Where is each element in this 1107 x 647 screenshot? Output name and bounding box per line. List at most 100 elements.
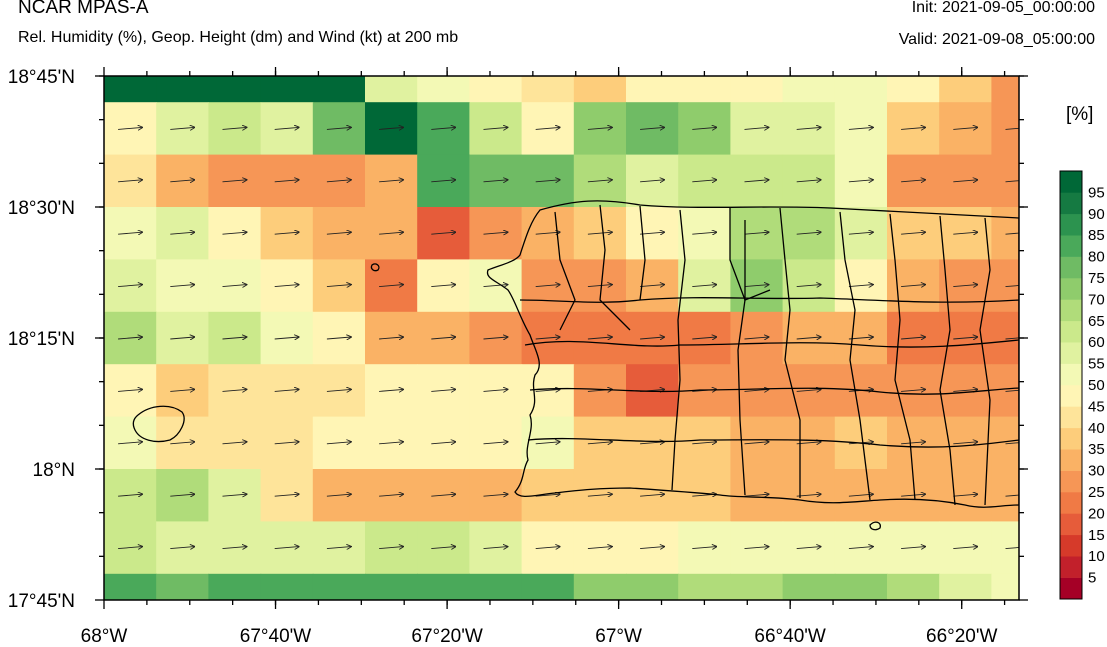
- wind-arrow: [1005, 285, 1019, 288]
- wind-arrow: [640, 285, 664, 287]
- wind-arrow: [953, 180, 977, 182]
- wind-arrow: [431, 180, 455, 182]
- colorbar-swatch: [1060, 235, 1082, 257]
- humidity-cell: [156, 76, 209, 103]
- wind-arrow: [535, 127, 560, 129]
- humidity-cell: [104, 573, 157, 600]
- y-tick-label: 18°45'N: [8, 67, 75, 88]
- wind-arrow: [692, 180, 716, 182]
- colorbar-label: 90: [1088, 206, 1105, 223]
- humidity-cell: [834, 76, 888, 103]
- colorbar-label: 40: [1088, 420, 1105, 437]
- colorbar-swatch: [1060, 470, 1082, 493]
- colorbar-swatch: [1060, 320, 1082, 343]
- wind-arrow: [222, 442, 247, 444]
- wind-arrow: [170, 494, 194, 496]
- wind-arrow: [326, 232, 351, 234]
- wind-arrow: [796, 337, 821, 339]
- wind-arrow: [483, 442, 508, 444]
- wind-arrow: [379, 180, 403, 182]
- wind-arrow: [1005, 180, 1019, 183]
- wind-arrow: [640, 547, 664, 549]
- wind-arrow: [170, 285, 194, 287]
- wind-arrow: [379, 337, 403, 339]
- colorbar-swatch: [1060, 256, 1082, 279]
- wind-arrow: [274, 285, 299, 287]
- x-tick-label: 66°40'W: [754, 626, 825, 647]
- wind-arrow: [431, 442, 455, 444]
- wind-arrow: [222, 389, 247, 391]
- wind-arrow: [744, 494, 769, 496]
- wind-arrow: [274, 389, 299, 391]
- colorbar-label: 60: [1088, 334, 1105, 351]
- x-tick-label: 67°W: [595, 626, 642, 647]
- wind-arrow: [587, 232, 612, 234]
- wind-arrow: [431, 337, 455, 339]
- wind-arrow: [901, 232, 925, 234]
- wind-arrow: [274, 547, 299, 549]
- wind-arrow: [326, 180, 351, 182]
- colorbar-label: 10: [1088, 548, 1105, 565]
- x-tick-label: 67°20'W: [411, 626, 482, 647]
- colorbar-swatch: [1060, 278, 1082, 300]
- humidity-cell: [678, 76, 731, 103]
- wind-arrow: [483, 337, 508, 339]
- wind-arrow: [587, 337, 612, 339]
- wind-arrow: [796, 180, 821, 182]
- wind-arrow: [274, 127, 299, 129]
- wind-arrow: [379, 547, 403, 549]
- wind-arrow: [901, 442, 925, 444]
- wind-arrow: [326, 337, 351, 339]
- humidity-cell: [365, 76, 418, 103]
- wind-arrow: [1005, 547, 1019, 550]
- wind-arrow: [744, 442, 769, 444]
- wind-arrow: [640, 337, 664, 339]
- humidity-cell: [782, 76, 836, 103]
- humidity-cell: [417, 573, 470, 600]
- humidity-cell: [626, 573, 679, 600]
- colorbar-frame: [1059, 170, 1083, 600]
- wind-arrow: [379, 127, 403, 129]
- wind-arrow: [744, 547, 769, 549]
- wind-arrow: [118, 389, 142, 391]
- wind-arrow: [222, 232, 247, 234]
- wind-arrow: [483, 494, 508, 496]
- wind-arrow: [431, 389, 455, 391]
- wind-arrow: [692, 285, 716, 287]
- y-tick-label: 18°15'N: [8, 329, 75, 350]
- wind-arrow: [796, 442, 821, 444]
- map-title: NCAR MPAS-A: [18, 0, 149, 18]
- wind-arrow: [483, 389, 508, 391]
- colorbar-swatch: [1060, 213, 1082, 236]
- wind-arrow: [848, 180, 873, 182]
- wind-arrow: [640, 127, 664, 129]
- humidity-cell: [417, 76, 470, 103]
- colorbar-label: 95: [1088, 184, 1105, 201]
- wind-arrow: [326, 442, 351, 444]
- humidity-cell: [991, 76, 1019, 103]
- colorbar-swatch: [1060, 192, 1082, 215]
- colorbar-label: 45: [1088, 398, 1105, 415]
- wind-arrow: [535, 180, 560, 182]
- wind-arrow: [796, 285, 821, 287]
- humidity-cell: [260, 76, 314, 103]
- humidity-cell: [208, 76, 262, 103]
- wind-arrow: [118, 285, 142, 287]
- humidity-cell: [365, 573, 418, 600]
- wind-arrow: [692, 127, 716, 129]
- wind-arrow: [170, 180, 194, 182]
- wind-arrow: [953, 127, 977, 129]
- humidity-cell: [469, 76, 523, 103]
- wind-arrow: [274, 180, 299, 182]
- wind-arrow: [744, 285, 769, 287]
- colorbar-unit: [%]: [1066, 104, 1094, 125]
- wind-arrow: [222, 285, 247, 287]
- wind-arrow: [274, 232, 299, 234]
- wind-arrow: [170, 389, 194, 391]
- wind-arrow: [1005, 127, 1019, 130]
- wind-arrow: [222, 547, 247, 549]
- humidity-cell: [887, 573, 940, 600]
- colorbar-swatch: [1060, 171, 1082, 193]
- wind-arrow: [953, 285, 977, 287]
- colorbar-swatch: [1060, 556, 1082, 578]
